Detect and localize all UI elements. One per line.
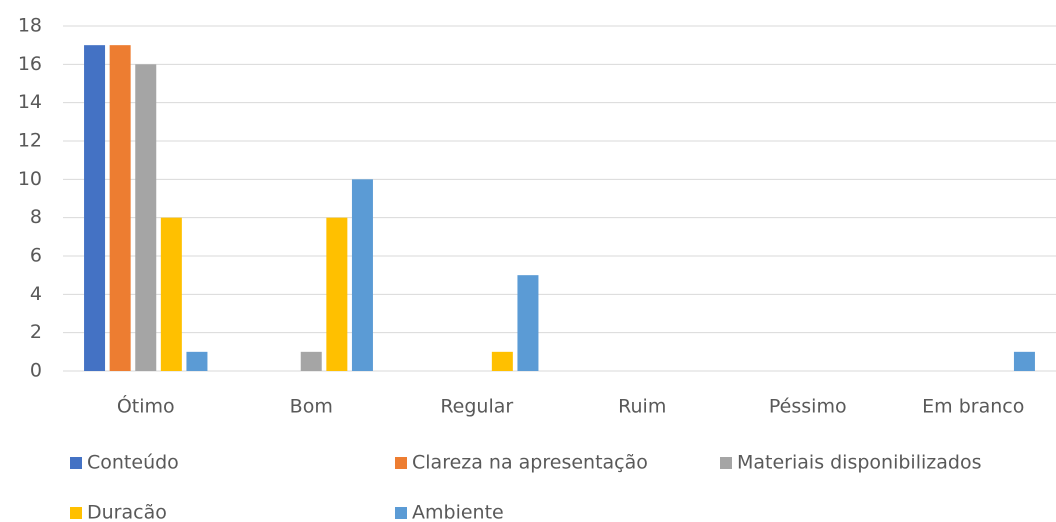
bar — [84, 45, 106, 372]
legend-swatch — [70, 457, 82, 469]
x-tick-label: Regular — [440, 396, 513, 418]
legend-label: Materiais disponibilizados — [737, 452, 981, 474]
bar — [326, 217, 348, 371]
bar — [160, 217, 182, 371]
x-tick-label: Em branco — [922, 396, 1024, 418]
x-tick-label: Bom — [290, 396, 333, 418]
bar — [109, 45, 131, 372]
legend-label: Conteúdo — [87, 452, 179, 474]
bar — [135, 64, 157, 371]
y-tick-label: 16 — [18, 53, 42, 75]
y-tick-label: 6 — [30, 245, 42, 267]
y-tick-label: 8 — [30, 206, 42, 228]
y-tick-label: 14 — [18, 91, 42, 113]
legend-swatch — [70, 507, 82, 519]
y-tick-label: 0 — [30, 360, 42, 382]
y-tick-label: 10 — [18, 168, 42, 190]
y-tick-label: 18 — [18, 15, 42, 37]
y-tick-label: 12 — [18, 130, 42, 152]
legend-swatch — [395, 507, 407, 519]
legend-swatch — [720, 457, 732, 469]
bar — [300, 351, 322, 371]
x-tick-label: Ótimo — [117, 394, 175, 418]
bar — [491, 351, 513, 371]
bar — [351, 179, 373, 371]
y-tick-label: 2 — [30, 321, 42, 343]
legend-swatch — [395, 457, 407, 469]
bar — [1013, 351, 1035, 371]
x-tick-label: Péssimo — [769, 396, 847, 418]
legend-label: Duracão — [87, 502, 167, 522]
legend-label: Clareza na apresentação — [412, 452, 648, 474]
bar — [186, 351, 208, 371]
legend-label: Ambiente — [412, 502, 504, 522]
y-tick-label: 4 — [30, 283, 42, 305]
x-tick-label: Ruim — [618, 396, 666, 418]
bar — [517, 275, 539, 371]
